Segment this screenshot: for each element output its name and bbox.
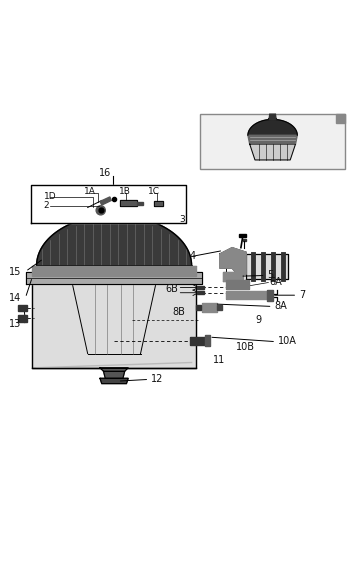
Polygon shape xyxy=(223,272,243,281)
Text: 10B: 10B xyxy=(236,342,255,353)
Text: 13: 13 xyxy=(9,319,21,329)
Polygon shape xyxy=(18,305,27,311)
Text: 1A: 1A xyxy=(84,187,96,196)
Polygon shape xyxy=(239,234,246,237)
Polygon shape xyxy=(36,362,192,368)
Text: 11: 11 xyxy=(213,355,225,365)
Polygon shape xyxy=(269,114,276,119)
Polygon shape xyxy=(31,185,186,223)
Text: 12: 12 xyxy=(151,374,163,384)
Text: 2: 2 xyxy=(44,201,49,209)
Text: 14: 14 xyxy=(9,293,21,303)
Text: 16: 16 xyxy=(99,168,111,178)
Text: 6B: 6B xyxy=(165,284,178,294)
Polygon shape xyxy=(32,267,196,276)
Polygon shape xyxy=(336,114,345,123)
Polygon shape xyxy=(226,280,249,289)
Circle shape xyxy=(110,195,119,204)
Polygon shape xyxy=(104,371,125,379)
Text: 1D: 1D xyxy=(44,192,56,201)
Polygon shape xyxy=(202,303,217,312)
Polygon shape xyxy=(100,379,128,384)
Polygon shape xyxy=(100,368,128,371)
Text: 8A: 8A xyxy=(274,301,287,311)
Circle shape xyxy=(96,206,105,215)
Polygon shape xyxy=(197,286,203,289)
Text: 7: 7 xyxy=(299,290,305,300)
Polygon shape xyxy=(226,291,267,299)
Polygon shape xyxy=(154,201,163,206)
Text: 1B: 1B xyxy=(119,187,131,196)
Text: 3: 3 xyxy=(179,215,185,224)
Text: 15: 15 xyxy=(9,267,22,276)
Polygon shape xyxy=(204,335,210,346)
Polygon shape xyxy=(196,305,201,310)
Polygon shape xyxy=(137,201,143,205)
Polygon shape xyxy=(32,276,196,368)
Text: 8B: 8B xyxy=(172,307,185,317)
Polygon shape xyxy=(220,248,246,275)
Polygon shape xyxy=(37,215,192,265)
Text: 9: 9 xyxy=(255,315,261,325)
Polygon shape xyxy=(250,144,295,160)
Polygon shape xyxy=(120,200,137,207)
Text: 6A: 6A xyxy=(270,277,283,287)
Polygon shape xyxy=(26,272,202,284)
Text: 4: 4 xyxy=(190,251,196,261)
FancyBboxPatch shape xyxy=(89,230,139,257)
Polygon shape xyxy=(243,239,246,241)
Polygon shape xyxy=(217,305,222,310)
Text: 5: 5 xyxy=(267,270,274,280)
Text: 10A: 10A xyxy=(278,336,297,346)
Polygon shape xyxy=(197,291,203,294)
Polygon shape xyxy=(18,315,27,321)
Polygon shape xyxy=(248,135,297,144)
Polygon shape xyxy=(190,337,204,344)
Polygon shape xyxy=(267,290,273,301)
FancyBboxPatch shape xyxy=(200,114,345,168)
Polygon shape xyxy=(248,119,297,135)
Polygon shape xyxy=(246,254,289,279)
Text: 1C: 1C xyxy=(148,187,159,196)
Polygon shape xyxy=(100,197,111,205)
